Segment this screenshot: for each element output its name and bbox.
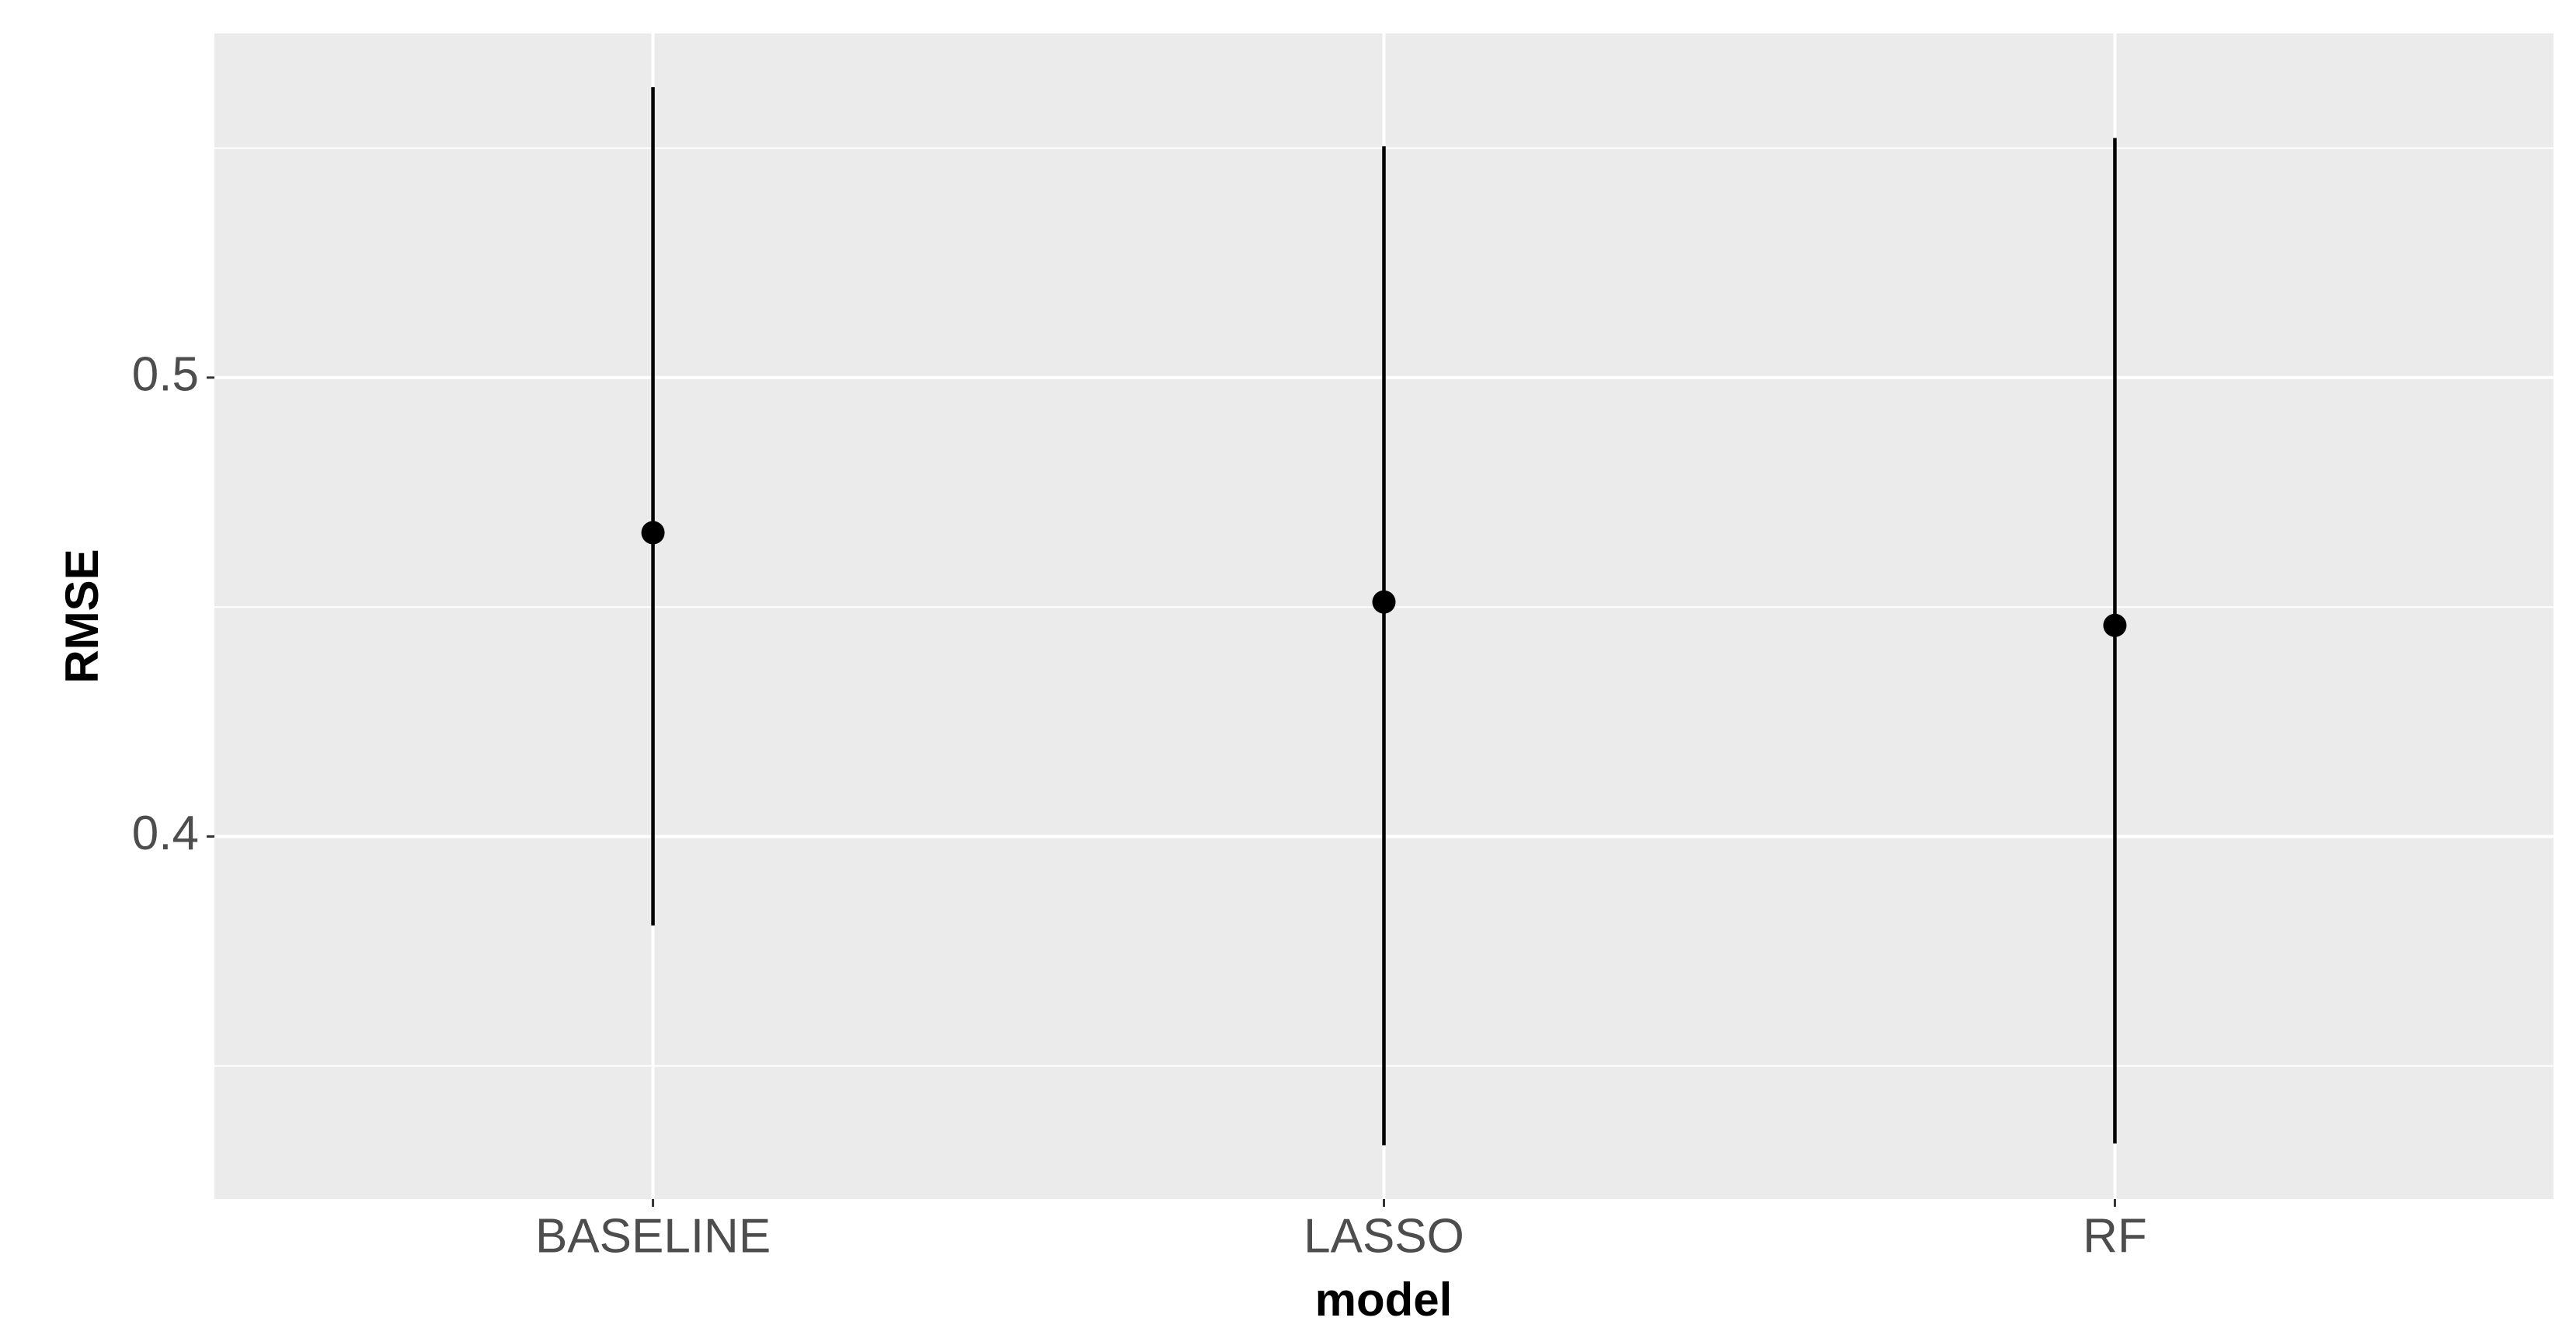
point [2103,613,2127,637]
x-axis-title: model [1315,1274,1453,1326]
x-tick-label: RF [2083,1209,2147,1263]
point [1372,590,1396,614]
point [641,521,665,545]
x-tick-label: LASSO [1304,1209,1464,1263]
x-tick-label: BASELINE [535,1209,771,1263]
y-tick-label: 0.4 [132,807,199,860]
y-tick-label: 0.5 [132,347,199,401]
y-axis-title: RMSE [56,549,108,683]
